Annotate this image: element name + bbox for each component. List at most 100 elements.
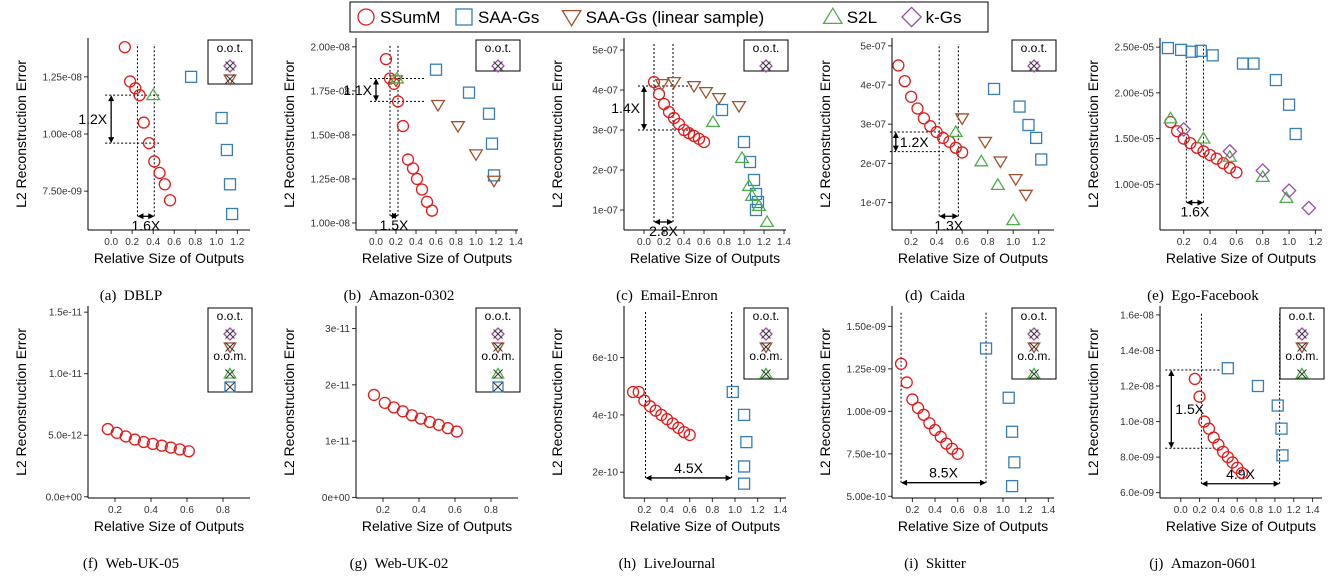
data-point <box>894 357 908 370</box>
x-tick-label: 1.0 <box>728 505 742 516</box>
y-tick-label: 1.6e-08 <box>1120 310 1154 321</box>
data-point <box>737 477 751 490</box>
y-axis-label: L2 Reconstruction Error <box>549 60 565 208</box>
data-point <box>1161 41 1175 55</box>
x-axis-label: Relative Size of Outputs <box>1166 518 1316 534</box>
chart-svg: 7.50e-09 1.00e-08 1.25e-08 0.0 0.2 0.4 0.6 0.8 1… <box>13 38 253 266</box>
data-point <box>1203 148 1217 162</box>
x-tick-label: 0.2 <box>657 237 671 248</box>
data-point <box>747 173 761 187</box>
series-ssumm <box>647 75 711 149</box>
x-tick-label: 1.4 <box>773 505 787 516</box>
data-point <box>1188 372 1201 386</box>
x-tick-label: 0.4 <box>409 237 423 248</box>
data-point <box>917 112 931 125</box>
cross-icon <box>761 369 771 379</box>
data-point <box>686 80 702 94</box>
legend-entry: k-Gs <box>901 6 961 28</box>
x-tick-label: 0.6 <box>697 237 711 248</box>
cross-icon <box>225 329 235 339</box>
y-axis-label: L2 Reconstruction Error <box>281 328 297 476</box>
annotation-label: 8.5X <box>929 465 958 481</box>
y-tick-label: 3e-07 <box>592 126 618 137</box>
caption-title: Ego-Facebook <box>1171 288 1259 304</box>
x-tick-label: 1.2 <box>1019 505 1033 516</box>
data-point <box>468 149 484 162</box>
oom-label: o.o.m. <box>1017 349 1050 363</box>
cross-icon <box>1029 369 1039 379</box>
speedup-annotation: 1.6X <box>1180 44 1210 220</box>
oot-label: o.o.t. <box>217 309 244 323</box>
data-point <box>652 87 666 101</box>
y-axis-label: L2 Reconstruction Error <box>817 60 833 208</box>
y-tick-label: 6e-10 <box>592 353 618 364</box>
data-point <box>1255 163 1271 179</box>
data-point <box>1193 390 1206 403</box>
speedup-annotation: 1.2X <box>78 94 160 144</box>
data-point <box>749 187 763 201</box>
arrow-head-icon <box>654 219 660 225</box>
x-tick-label: 0.6 <box>167 237 181 248</box>
x-tick-label: 0.2 <box>1177 237 1191 248</box>
annotation-label: 2.8X <box>649 223 678 239</box>
cross-icon <box>1029 61 1039 71</box>
data-point <box>1018 189 1034 203</box>
chart-svg: 1.00e-05 1.50e-05 2.00e-05 2.50e-05 0.2 0.4 0.… <box>1085 38 1323 266</box>
data-point <box>697 135 711 149</box>
data-point <box>741 178 757 192</box>
data-point <box>1206 49 1219 62</box>
unavailable-marker-icon <box>491 367 505 379</box>
data-point <box>1174 43 1188 57</box>
unavailable-marker-icon <box>491 342 505 354</box>
chart-panel-b: 1.00e-08 1.25e-08 1.50e-08 1.75e-08 2.00e-08… <box>268 34 530 312</box>
series-saa-gs-linear-sample- <box>654 76 747 114</box>
data-point <box>133 88 146 102</box>
x-axis-label: Relative Size of Outputs <box>94 518 244 534</box>
legend: SSumM SAA-Gs SAA-Gs (linear sample) S2L k-Gs <box>349 1 989 33</box>
cross-icon <box>225 382 235 392</box>
x-tick-label: 1.0 <box>1268 505 1282 516</box>
data-point <box>1221 362 1234 375</box>
data-point <box>992 156 1008 169</box>
annotation-label: 1.4X <box>611 100 640 116</box>
data-point <box>155 439 168 452</box>
cross-icon <box>761 342 771 352</box>
unavailable-box: o.o.t. o.o.m. <box>1011 307 1057 380</box>
data-point <box>1008 174 1024 187</box>
x-tick-label: 1.0 <box>469 237 483 248</box>
unavailable-marker-icon <box>491 59 505 73</box>
chart-svg: 1.00e-08 1.25e-08 1.50e-08 1.75e-08 2.00e-08… <box>281 38 523 266</box>
caption-letter: (g) <box>349 556 368 572</box>
x-tick-label: 0.2 <box>376 505 390 516</box>
oot-label: o.o.t. <box>217 41 244 55</box>
unavailable-marker-icon <box>1295 367 1309 379</box>
annotation-label: 4.9X <box>1226 466 1255 482</box>
data-point <box>128 433 141 446</box>
y-tick-label: 1.0e-08 <box>1120 417 1154 428</box>
caption-title: DBLP <box>123 288 163 304</box>
data-point <box>145 87 161 101</box>
x-tick-label: 1.0 <box>1006 237 1020 248</box>
cross-icon <box>1029 342 1039 352</box>
arrow-head-icon <box>148 213 155 220</box>
cross-icon <box>1297 342 1307 352</box>
chart-panel-e: 1.00e-05 1.50e-05 2.00e-05 2.50e-05 0.2 0.4 0.… <box>1072 34 1334 312</box>
arrow-head-icon <box>667 219 673 225</box>
x-tick-label: 0.0 <box>104 237 118 248</box>
data-point <box>632 385 645 399</box>
x-tick-label: 0.2 <box>904 237 918 248</box>
data-point <box>1005 425 1019 438</box>
data-point <box>379 52 393 66</box>
oot-label: o.o.t. <box>485 41 512 55</box>
chart-caption: (a) DBLP <box>0 288 262 305</box>
y-tick-label: 3e-11 <box>325 324 350 335</box>
data-point <box>425 204 439 217</box>
data-point <box>654 78 670 92</box>
x-tick-label: 0.6 <box>448 505 462 516</box>
data-point <box>215 111 228 125</box>
data-point <box>182 445 195 458</box>
y-tick-label: 6.0e-09 <box>1120 488 1154 499</box>
x-tick-label: 0.2 <box>389 237 403 248</box>
series-saa-gs <box>1221 362 1289 462</box>
